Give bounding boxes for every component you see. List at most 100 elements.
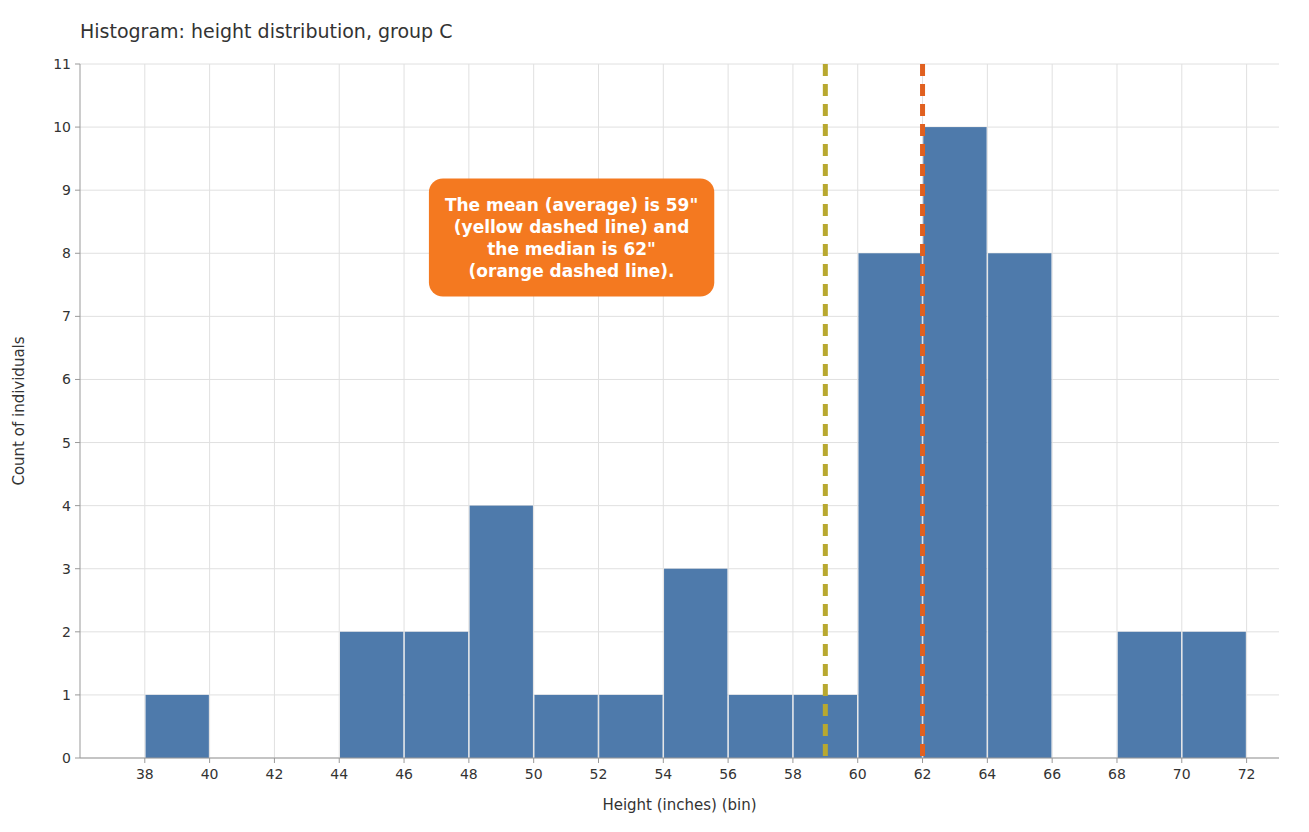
axes: 3840424446485052545658606264666870720123… [53, 56, 1279, 782]
y-tick-label: 11 [53, 56, 71, 72]
x-tick [339, 758, 340, 763]
x-tick [1116, 758, 1117, 763]
x-grid-line [792, 64, 793, 758]
x-grid-line [533, 64, 534, 758]
x-tick [728, 758, 729, 763]
y-tick-label: 1 [62, 687, 71, 703]
histogram-bar [923, 127, 986, 758]
annotation-line: (yellow dashed line) and [454, 217, 690, 237]
y-tick-label: 3 [62, 561, 71, 577]
y-tick-label: 9 [62, 182, 71, 198]
annotation-text: The mean (average) is 59"(yellow dashed … [445, 195, 698, 281]
x-grid-line [274, 64, 275, 758]
chart: 3840424446485052545658606264666870720123… [0, 0, 1309, 832]
histogram-bar [664, 569, 727, 758]
histogram-bar [1183, 632, 1246, 758]
y-grid-line [80, 127, 1279, 128]
x-tick-label: 70 [1173, 766, 1191, 782]
y-grid-line [80, 758, 1279, 759]
x-tick [663, 758, 664, 763]
x-grid-line [468, 64, 469, 758]
x-tick-label: 64 [978, 766, 996, 782]
x-tick-label: 52 [590, 766, 608, 782]
x-grid-line [144, 64, 145, 758]
y-tick-label: 8 [62, 245, 71, 261]
x-grid-line [987, 64, 988, 758]
histogram-bar [405, 632, 468, 758]
x-tick-label: 68 [1108, 766, 1126, 782]
x-tick [1181, 758, 1182, 763]
y-grid-line [80, 316, 1279, 317]
y-tick [75, 505, 80, 506]
x-grid-line [922, 64, 923, 758]
x-tick-label: 42 [266, 766, 284, 782]
x-tick-label: 46 [395, 766, 413, 782]
x-axis-label: Height (inches) (bin) [602, 796, 756, 814]
y-tick [75, 694, 80, 695]
x-tick [857, 758, 858, 763]
x-grid-line [209, 64, 210, 758]
histogram-bar [1118, 632, 1181, 758]
annotation-line: the median is 62" [487, 239, 656, 259]
x-tick-label: 66 [1043, 766, 1061, 782]
x-tick-label: 50 [525, 766, 543, 782]
histogram-bar [729, 695, 792, 758]
x-tick-label: 44 [330, 766, 348, 782]
y-tick [75, 568, 80, 569]
histogram-bar [988, 253, 1051, 758]
x-grid-line [857, 64, 858, 758]
x-tick-label: 60 [849, 766, 867, 782]
histogram-bar [534, 695, 597, 758]
x-tick [209, 758, 210, 763]
y-tick [75, 316, 80, 317]
x-tick [533, 758, 534, 763]
x-grid-line [728, 64, 729, 758]
x-tick [274, 758, 275, 763]
x-grid-line [1246, 64, 1247, 758]
y-tick-label: 7 [62, 308, 71, 324]
histogram-bar [340, 632, 403, 758]
y-grid-line [80, 442, 1279, 443]
y-tick [75, 442, 80, 443]
x-tick [1246, 758, 1247, 763]
x-tick [792, 758, 793, 763]
histogram-bar [599, 695, 662, 758]
y-grid-line [80, 64, 1279, 65]
x-tick [598, 758, 599, 763]
y-grid-line [80, 379, 1279, 380]
x-tick-label: 38 [136, 766, 154, 782]
annotation-line: The mean (average) is 59" [445, 195, 698, 215]
x-tick-label: 40 [201, 766, 219, 782]
x-tick-label: 58 [784, 766, 802, 782]
y-tick-label: 2 [62, 624, 71, 640]
y-grid-line [80, 505, 1279, 506]
reference-line [823, 64, 828, 758]
y-tick [75, 379, 80, 380]
y-tick [75, 127, 80, 128]
x-grid-line [663, 64, 664, 758]
x-tick [144, 758, 145, 763]
y-axis-line [80, 64, 81, 758]
x-grid-line [1116, 64, 1117, 758]
y-tick-label: 5 [62, 435, 71, 451]
x-grid-line [404, 64, 405, 758]
y-tick [75, 64, 80, 65]
x-grid-line [1181, 64, 1182, 758]
x-tick-label: 56 [719, 766, 737, 782]
y-tick-label: 4 [62, 498, 71, 514]
x-grid-line [1052, 64, 1053, 758]
x-tick-label: 62 [914, 766, 932, 782]
x-grid-line [598, 64, 599, 758]
plot-area [146, 64, 1246, 758]
y-tick-label: 0 [62, 750, 71, 766]
x-tick [922, 758, 923, 763]
x-tick [468, 758, 469, 763]
x-tick-label: 54 [654, 766, 672, 782]
x-tick [987, 758, 988, 763]
x-tick [404, 758, 405, 763]
annotation-line: (orange dashed line). [469, 261, 675, 281]
y-tick [75, 631, 80, 632]
x-grid-line [339, 64, 340, 758]
x-tick [1052, 758, 1053, 763]
histogram-bar [858, 253, 921, 758]
